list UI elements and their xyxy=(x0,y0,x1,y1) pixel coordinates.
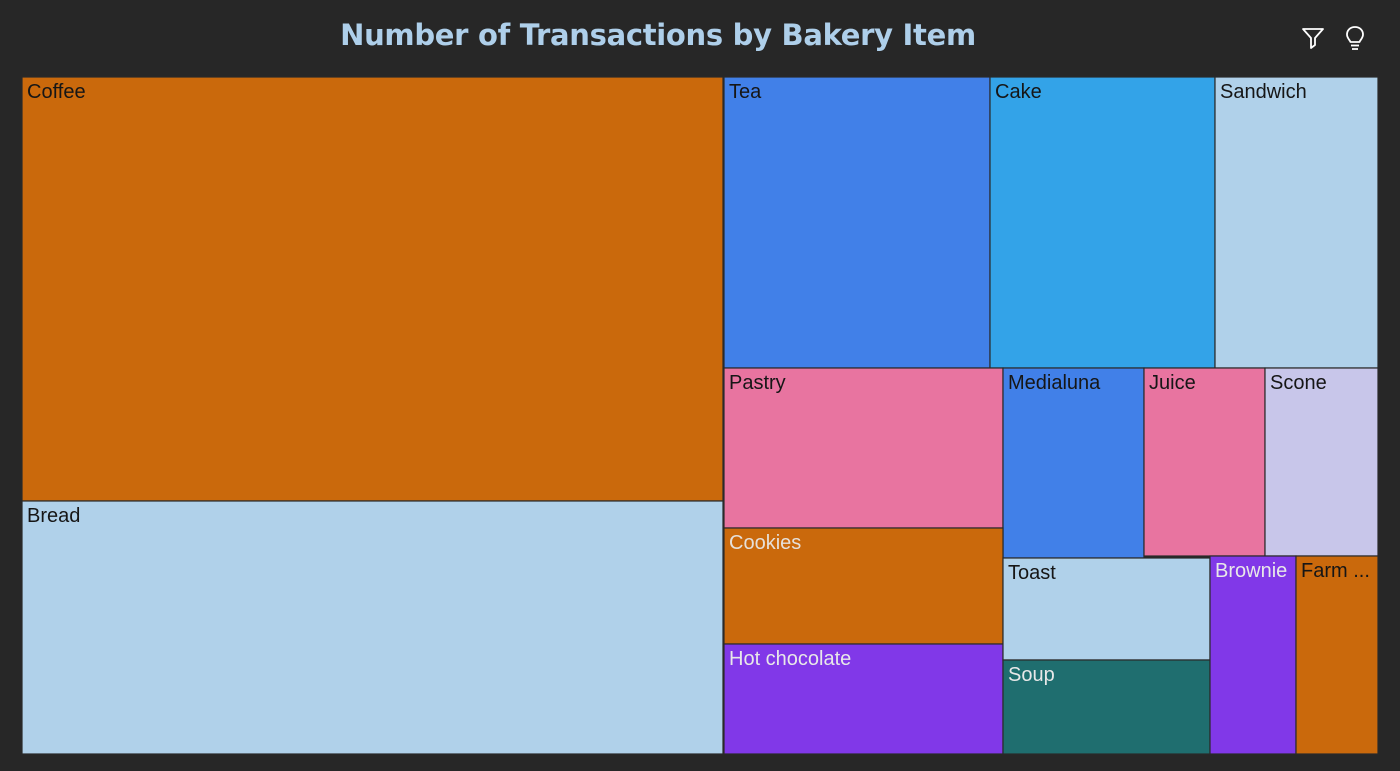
treemap-tile-hot-chocolate[interactable]: Hot chocolate xyxy=(723,643,1004,755)
treemap-tile-rect[interactable] xyxy=(1002,367,1145,559)
treemap-tile-rect[interactable] xyxy=(1214,76,1379,369)
treemap-tile-label: Cake xyxy=(995,81,1042,103)
treemap-tile-label: Farm ... xyxy=(1301,560,1370,582)
treemap-tile-bread[interactable]: Bread xyxy=(21,500,724,755)
treemap-tile-label: Tea xyxy=(729,81,762,103)
treemap-tile-rect[interactable] xyxy=(1143,367,1266,557)
treemap-tile-rect[interactable] xyxy=(723,527,1004,645)
treemap-tile-rect[interactable] xyxy=(1295,555,1379,755)
treemap-tile-label: Scone xyxy=(1270,372,1327,394)
treemap-tile-label: Coffee xyxy=(27,81,86,103)
treemap-tile-sandwich[interactable]: Sandwich xyxy=(1214,76,1379,369)
chart-title: Number of Transactions by Bakery Item xyxy=(340,18,976,52)
treemap-tile-label: Soup xyxy=(1008,664,1055,686)
treemap-tile-tea[interactable]: Tea xyxy=(723,76,991,369)
treemap-tile-juice[interactable]: Juice xyxy=(1143,367,1266,557)
treemap-tile-rect[interactable] xyxy=(723,76,991,369)
treemap-tile-label: Pastry xyxy=(729,372,786,394)
treemap-tile-label: Brownie xyxy=(1215,560,1287,582)
treemap-tile-rect[interactable] xyxy=(723,643,1004,755)
treemap-tile-farm[interactable]: Farm ... xyxy=(1295,555,1379,755)
treemap-tile-toast[interactable]: Toast xyxy=(1002,557,1211,661)
treemap-tile-scone[interactable]: Scone xyxy=(1264,367,1379,557)
treemap-tile-cookies[interactable]: Cookies xyxy=(723,527,1004,645)
treemap-tile-brownie[interactable]: Brownie xyxy=(1209,555,1297,755)
treemap-tile-label: Medialuna xyxy=(1008,372,1101,394)
treemap-tile-rect[interactable] xyxy=(1002,659,1211,755)
treemap-tile-medialuna[interactable]: Medialuna xyxy=(1002,367,1145,559)
lightbulb-icon[interactable] xyxy=(1340,22,1370,54)
treemap-tile-coffee[interactable]: Coffee xyxy=(21,76,724,502)
treemap-tile-soup[interactable]: Soup xyxy=(1002,659,1211,755)
treemap-tile-rect[interactable] xyxy=(1002,557,1211,661)
treemap-tile-label: Juice xyxy=(1149,372,1196,394)
treemap-tile-label: Sandwich xyxy=(1220,81,1307,103)
treemap-tile-rect[interactable] xyxy=(21,500,724,755)
treemap-tile-rect[interactable] xyxy=(21,76,724,502)
treemap-tile-label: Cookies xyxy=(729,532,801,554)
treemap-tile-rect[interactable] xyxy=(1264,367,1379,557)
filter-icon[interactable] xyxy=(1298,22,1328,54)
treemap-tile-rect[interactable] xyxy=(989,76,1216,369)
treemap-tile-label: Toast xyxy=(1008,562,1056,584)
treemap-tile-cake[interactable]: Cake xyxy=(989,76,1216,369)
treemap-tile-label: Hot chocolate xyxy=(729,648,851,670)
treemap-tile-pastry[interactable]: Pastry xyxy=(723,367,1004,529)
treemap-tile-rect[interactable] xyxy=(1209,555,1297,755)
treemap-tile-label: Bread xyxy=(27,505,80,527)
